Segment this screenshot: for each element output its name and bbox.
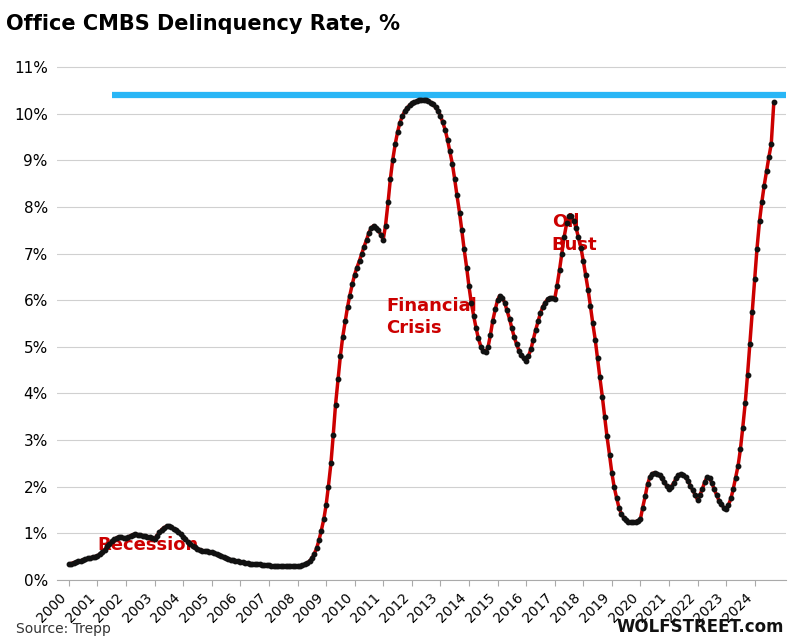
Text: Oil
Bust: Oil Bust — [552, 213, 598, 254]
Text: Office CMBS Delinquency Rate, %: Office CMBS Delinquency Rate, % — [6, 14, 401, 34]
Text: Financial
Crisis: Financial Crisis — [386, 297, 477, 337]
Text: Source: Trepp: Source: Trepp — [16, 622, 111, 636]
Text: Recession: Recession — [98, 536, 198, 554]
Text: WOLFSTREET.com: WOLFSTREET.com — [617, 618, 784, 636]
